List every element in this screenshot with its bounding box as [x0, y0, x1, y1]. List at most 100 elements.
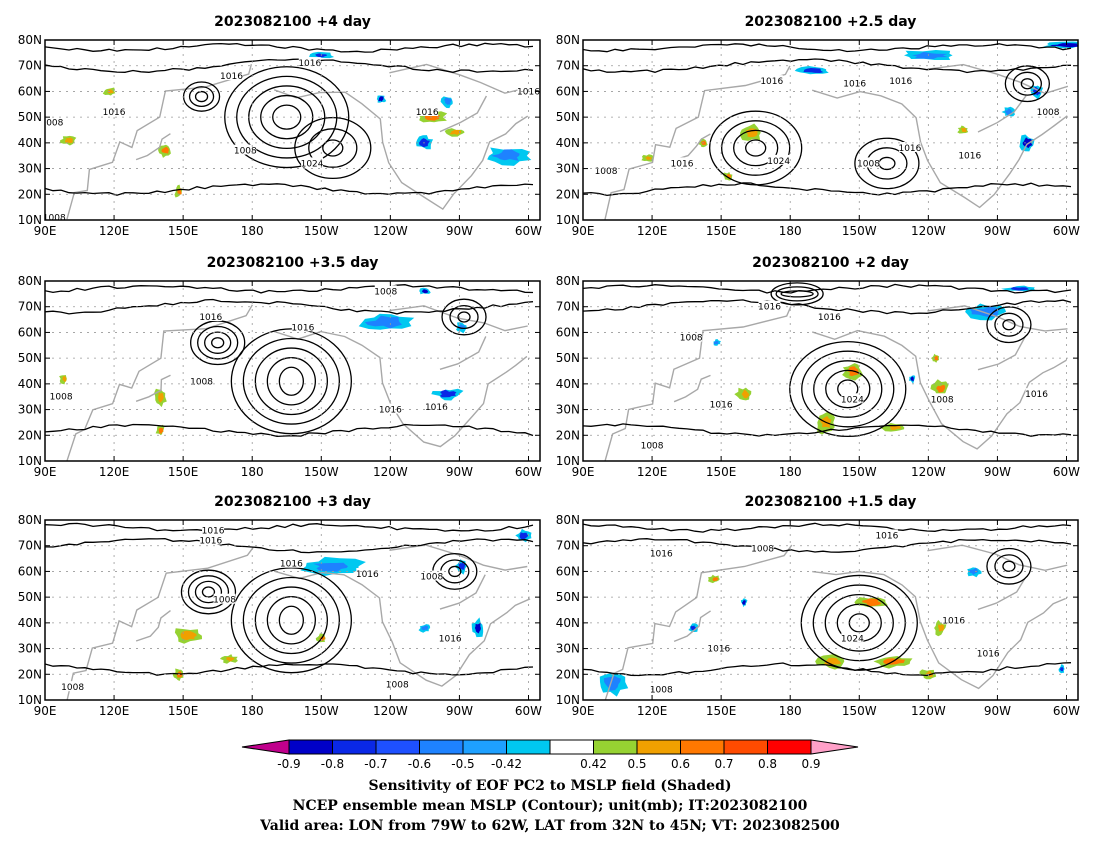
lat-tick-label: 20N: [556, 428, 580, 442]
isobar-contour: [994, 554, 1024, 579]
colorbar-swatch: [767, 739, 812, 755]
lon-tick-label: 150W: [842, 465, 877, 479]
contour-label: 1008: [420, 570, 444, 583]
contour-label: 1008: [641, 439, 664, 452]
contour-label: 1024: [841, 632, 864, 644]
isobar-contour: [194, 90, 209, 103]
caption-line-1: Sensitivity of EOF PC2 to MSLP field (Sh…: [368, 778, 731, 794]
coastline: [604, 65, 791, 220]
lon-tick-label: 90E: [34, 224, 57, 238]
negative-sensitivity-core: [1059, 666, 1064, 672]
isobar-contour: [770, 282, 824, 306]
isobar-contour: [230, 567, 352, 674]
contour-label: 1016: [843, 77, 866, 90]
contour-label: 1008: [374, 285, 397, 297]
negative-sensitivity-core: [911, 51, 948, 59]
lon-tick-label: 150E: [168, 465, 199, 479]
svg-text:1016: 1016: [103, 108, 126, 118]
negative-sensitivity-core: [364, 315, 402, 329]
coastline: [927, 63, 1069, 95]
isobar-contour: [1002, 560, 1016, 572]
coastline: [439, 336, 487, 370]
colorbar-label: 0.5: [627, 757, 646, 771]
isobar-contour: [994, 312, 1024, 337]
lon-tick-label: 90E: [34, 465, 57, 479]
coastline: [673, 133, 711, 161]
coastline: [673, 610, 711, 643]
svg-text:1024: 1024: [841, 634, 864, 644]
panel-frame: [582, 280, 1079, 462]
lat-tick-label: 10N: [18, 213, 42, 227]
isobar-contour: [45, 663, 534, 676]
lon-tick-label: 120E: [99, 465, 129, 479]
lat-tick-label: 60N: [18, 84, 42, 98]
coastline: [389, 305, 528, 332]
contour-label: 1008: [931, 393, 954, 405]
contour-label: 1008: [680, 331, 703, 344]
svg-text:1008: 1008: [1037, 108, 1060, 118]
panel-frame: [44, 39, 541, 221]
lon-tick-label: 120E: [637, 704, 668, 718]
svg-text:1024: 1024: [301, 159, 324, 169]
colorbar-label: -0.5: [451, 757, 474, 771]
svg-text:1016: 1016: [760, 77, 783, 87]
lon-tick-label: 60W: [1053, 224, 1080, 238]
isobar-contour: [45, 284, 534, 294]
isobar-contour: [1002, 319, 1016, 331]
svg-text:1008: 1008: [650, 686, 673, 696]
svg-text:1016: 1016: [958, 152, 981, 162]
coastline: [812, 570, 1066, 690]
positive-sensitivity-core: [449, 129, 462, 135]
lat-tick-label: 10N: [556, 213, 580, 227]
isobar-contour: [230, 328, 352, 435]
lat-tick-label: 60N: [556, 84, 580, 98]
lon-tick-label: 120E: [637, 465, 668, 479]
isobar-contour: [266, 357, 316, 406]
lon-tick-label: 180: [241, 465, 264, 479]
lon-tick-label: 120W: [373, 704, 408, 718]
map-panel-1: 2023082100 +4 day 1008 1016 1016 1016 1016 102…: [18, 14, 542, 238]
svg-text:1008: 1008: [43, 213, 66, 223]
lon-tick-label: 150W: [842, 704, 877, 718]
coastline: [135, 374, 171, 402]
lat-tick-label: 30N: [556, 403, 580, 417]
negative-sensitivity-core: [440, 389, 457, 398]
colorbar-label: 0.9: [801, 757, 820, 771]
colorbar-swatch: [593, 739, 638, 755]
lon-tick-label: 150W: [304, 224, 339, 238]
isobar-contour: [824, 594, 894, 652]
isobar-contour: [789, 340, 907, 438]
positive-sensitivity-core: [938, 624, 945, 632]
positive-sensitivity-core: [107, 89, 114, 94]
isobar-contour: [322, 139, 344, 157]
colorbar-min-extension: [241, 739, 290, 755]
isobar-contour: [211, 337, 225, 349]
coastline: [66, 546, 254, 700]
positive-sensitivity-core: [934, 355, 939, 361]
isobar-contour: [583, 522, 1072, 533]
isobar-contour: [813, 360, 883, 418]
colorbar-swatch: [723, 739, 768, 755]
negative-sensitivity-core: [474, 622, 481, 634]
isobar-contour: [224, 66, 350, 169]
lat-tick-label: 40N: [18, 136, 42, 150]
negative-sensitivity-core: [968, 567, 979, 576]
lat-tick-label: 70N: [18, 539, 42, 553]
isobar-contour: [201, 586, 216, 598]
lat-tick-label: 20N: [556, 667, 580, 681]
isobar-contour: [45, 423, 534, 438]
colorbar-swatch: [506, 739, 551, 755]
contour-label: 1008: [751, 542, 774, 554]
lon-tick-label: 150E: [168, 224, 199, 238]
colorbar-label: -0.8: [321, 757, 344, 771]
lon-tick-label: 120W: [911, 224, 946, 238]
isobar-contour: [197, 325, 239, 360]
lat-tick-label: 50N: [18, 590, 42, 604]
svg-text:1008: 1008: [931, 395, 954, 405]
panel-background: [583, 40, 1078, 220]
coastline: [673, 374, 711, 403]
contour-label: 1016: [671, 157, 694, 169]
svg-text:1016: 1016: [199, 313, 222, 323]
svg-text:1016: 1016: [898, 144, 921, 154]
contour-label: 1016: [875, 529, 899, 541]
